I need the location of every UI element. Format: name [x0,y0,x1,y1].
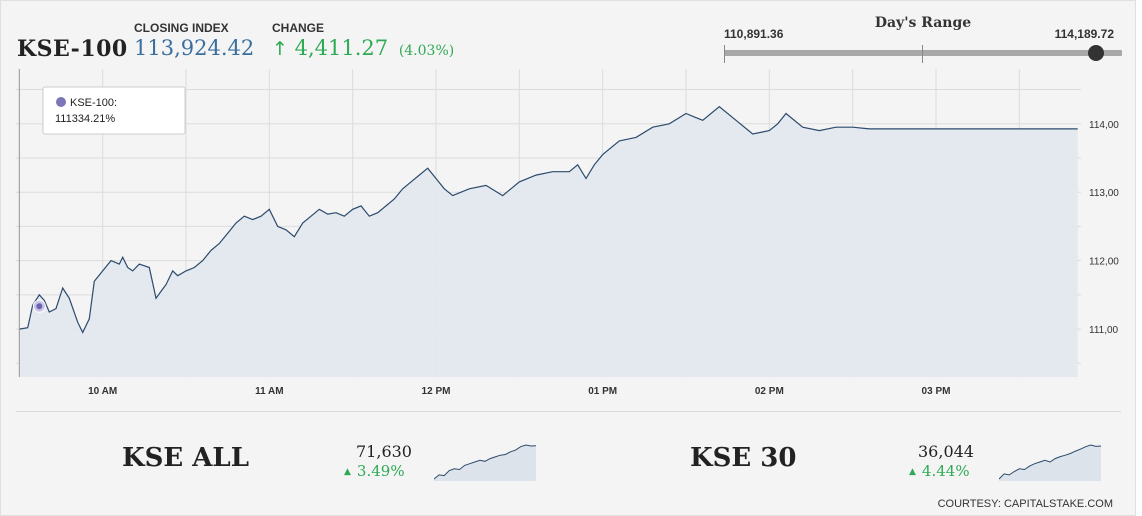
x-tick-label: 10 AM [88,386,117,397]
up-arrow-icon: ↑ [272,38,288,60]
days-range-high: 114,189.72 [1054,27,1114,41]
x-tick-label: 01 PM [588,386,617,397]
highlight-point [36,303,43,310]
kse-all-change-pct: 3.49% [356,462,405,480]
closing-index-label: CLOSING INDEX [134,21,229,35]
up-triangle-icon: ▲ [909,467,916,477]
tooltip-series-label: KSE-100: [70,97,117,109]
sparkline-line [999,444,1101,480]
kse-all-sparkline[interactable] [434,441,536,481]
kse-all-value: 71,630 [356,442,412,461]
kse-30-change: ▲ 4.44% [909,462,970,480]
y-tick-label: 114,00 [1089,120,1119,131]
tooltip-box [42,86,186,135]
change-value: ↑ 4,411.27 (4.03%) [272,36,454,60]
y-tick-label: 113,00 [1089,188,1119,199]
tooltip-series-dot [56,97,66,107]
series-line [19,105,1078,334]
days-range-low: 110,891.36 [724,27,784,41]
series-area [19,106,1078,377]
sparkline-area [434,445,536,481]
change-amount: 4,411.27 [294,36,389,60]
intraday-chart-svg[interactable]: 111,00 112,00 113,00 114,00 10 AM 11 AM 12 PM 0… [1,61,1137,401]
x-tick-label: 03 PM [922,386,951,397]
intraday-chart[interactable]: 111,00 112,00 113,00 114,00 10 AM 11 AM 12 PM 0… [1,61,1137,406]
days-range-mid-tick [922,45,923,63]
y-tick-label: 111,00 [1089,325,1119,336]
x-tick-label: 12 PM [422,386,451,397]
sparkline-area [999,445,1101,481]
x-tick-label: 02 PM [755,386,784,397]
section-divider [16,411,1121,412]
tooltip-value: 111334.21% [55,113,115,125]
days-range-start-tick [724,45,725,63]
days-range-title: Day's Range [874,15,972,31]
kse-all-change: ▲ 3.49% [344,462,405,480]
x-tick-label: 11 AM [255,386,284,397]
change-percent: (4.03%) [398,43,455,59]
y-tick-label: 112,00 [1089,257,1119,268]
kse-30-change-pct: 4.44% [921,462,970,480]
kse-30-value: 36,044 [918,442,974,461]
up-triangle-icon: ▲ [344,467,351,477]
change-label: CHANGE [272,21,325,35]
courtesy-credit: COURTESY: CAPITALSTAKE.COM [937,498,1113,510]
sparkline-line [434,444,536,480]
kse-all-name: KSE ALL [122,443,249,473]
index-ticker: KSE-100 [17,36,128,62]
closing-index-value: 113,924.42 [134,36,255,60]
kse-30-sparkline[interactable] [999,441,1101,481]
days-range-marker [1088,45,1105,61]
days-range-track [724,50,1122,56]
kse-30-name: KSE 30 [690,443,797,473]
tooltip: KSE-100: 111334.21% [42,86,186,135]
